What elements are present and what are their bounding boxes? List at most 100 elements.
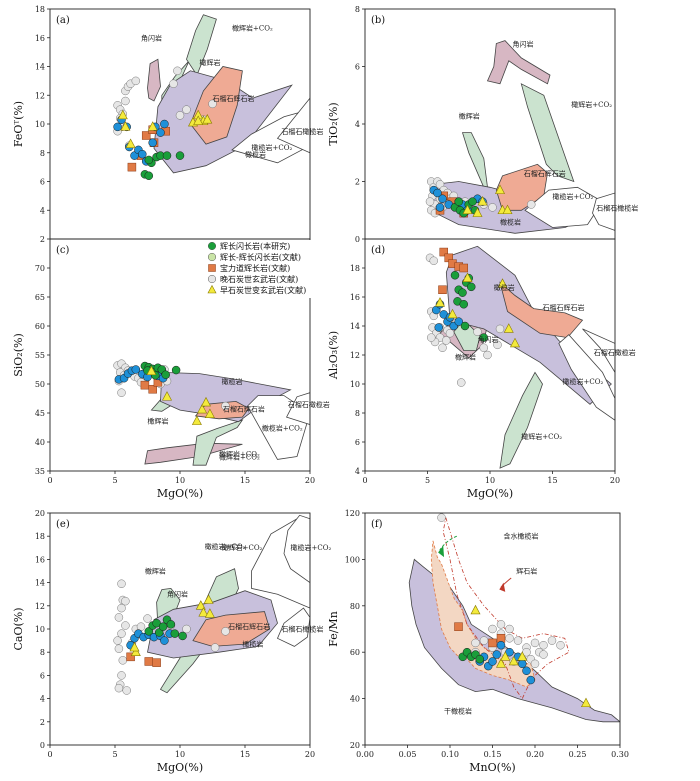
y-tick-label: 20 <box>35 509 45 518</box>
region-label: 角闪岩 <box>167 590 188 599</box>
y-tick-label: 8 <box>40 648 45 657</box>
point-zst <box>130 646 141 657</box>
x-tick-label: 0.25 <box>569 750 587 759</box>
point-lst <box>488 203 497 212</box>
point-sl <box>131 365 141 374</box>
plot-area <box>113 14 310 180</box>
panel-2: 橄辉岩+CO₂橄辉岩橄辉岩+CO₂橄榄岩石榴石辉石岩橄榄岩+CO₂石榴石橄榄岩3… <box>12 238 330 500</box>
point-lst <box>556 640 565 650</box>
point-lst <box>121 96 130 106</box>
region-3-2 <box>499 371 543 469</box>
x-tick-label: 10 <box>175 476 185 485</box>
point-lst <box>483 350 492 360</box>
point-sl <box>160 119 169 129</box>
point-zst <box>204 408 215 418</box>
x-tick-label: 0 <box>47 750 52 759</box>
y-tick-label: 4 <box>40 695 45 704</box>
point-zst <box>191 415 202 425</box>
y-tick-label: 16 <box>350 293 360 302</box>
y-tick-label: 2 <box>355 178 360 187</box>
x-axis-label: MgO(%) <box>467 487 513 500</box>
point-zst <box>125 138 136 148</box>
point-lst <box>173 66 182 76</box>
arrow-head <box>499 582 506 592</box>
y-tick-label: 60 <box>35 322 45 331</box>
point-lst <box>513 636 523 645</box>
region-label: 角闪岩 <box>513 39 534 48</box>
region-4-6 <box>283 514 310 584</box>
region-label: 橄榄岩 <box>500 218 521 227</box>
point-klzbl <box>144 171 154 180</box>
point-sl <box>435 203 445 212</box>
point-sl <box>488 657 497 666</box>
region-4-7 <box>276 607 310 647</box>
point-lst <box>539 640 548 650</box>
region-label: 石榴石橄榄岩 <box>281 127 323 136</box>
point-zst <box>500 651 511 661</box>
point-lst <box>182 624 191 634</box>
y-axis-label: Al₂O₃(%) <box>327 331 340 380</box>
point-lst <box>117 603 126 613</box>
point-zst <box>203 594 214 604</box>
y-tick-label: 16 <box>35 34 45 43</box>
point-szd <box>459 263 468 273</box>
x-tick-label: 15 <box>547 476 557 485</box>
panel-4: 角闪岩 橄辉岩 橄辉岩+CO₂ 橄榄岩 石榴石辉石岩 橄榄岩+CO₂ 橄榄岩+CO₂ 石榴石橄… <box>12 509 331 774</box>
y-tick-label: 20 <box>350 741 360 750</box>
arrow-hydrous <box>439 535 457 551</box>
point-szd <box>148 384 157 394</box>
y-tick-label: 4 <box>355 467 360 476</box>
point-zst <box>495 184 505 194</box>
point-klzbl <box>152 618 161 628</box>
point-lst <box>496 620 506 629</box>
point-lst <box>495 324 505 334</box>
region-label: 橄榄岩+CO₂ <box>563 377 604 386</box>
region-label: 石榴石橄榄岩 <box>288 400 330 409</box>
x-tick-label: 0 <box>362 476 367 485</box>
legend-label: 宝力道辉长岩(文献) <box>220 263 290 273</box>
region-3-6 <box>582 328 615 374</box>
plot-area <box>425 40 615 234</box>
point-klzbl <box>475 654 484 664</box>
point-zst <box>120 121 131 131</box>
y-tick-label: 12 <box>350 351 360 360</box>
x-tick-label: 15 <box>240 750 250 759</box>
point-klzbl <box>175 151 185 160</box>
y-tick-label: 10 <box>350 380 360 389</box>
point-szd <box>140 380 150 390</box>
plot-area <box>408 513 620 723</box>
point-lst <box>210 643 220 652</box>
y-tick-label: 100 <box>345 555 360 564</box>
y-tick-label: 4 <box>355 120 360 129</box>
point-sl <box>148 138 157 147</box>
point-sl <box>138 149 147 159</box>
point-lst <box>221 627 230 636</box>
legend: 辉长闪长岩(本研究)辉长-辉长闪长岩(文献)宝力道辉长岩(文献)晚石炭世玄武岩(… <box>206 240 346 298</box>
x-tick-label: 5 <box>112 750 117 759</box>
y-tick-label: 12 <box>35 602 45 611</box>
point-klzbl <box>162 151 172 160</box>
legend-label: 辉长闪长岩(本研究) <box>220 241 290 251</box>
panel-label: (b) <box>371 15 385 26</box>
point-lst <box>493 340 502 350</box>
point-lst <box>114 613 124 622</box>
point-lst <box>427 333 436 342</box>
x-tick-label: 10 <box>175 750 185 759</box>
x-axis-label: MgO(%) <box>157 487 203 500</box>
region-label: 橄辉岩+CO₂ <box>219 452 260 461</box>
y-tick-label: 18 <box>350 264 360 273</box>
point-lst <box>221 401 230 411</box>
y-tick-label: 10 <box>35 120 45 129</box>
point-lst <box>457 378 466 387</box>
y-axis-label: FeOᵀ(%) <box>12 101 25 147</box>
point-zst <box>204 608 215 618</box>
point-lst <box>527 200 536 209</box>
point-klzbl <box>468 197 477 206</box>
plot-area <box>113 514 310 695</box>
point-lst <box>471 638 480 648</box>
y-tick-label: 45 <box>35 409 45 418</box>
legend-label: 辉长-辉长闪长岩(文献) <box>220 252 301 262</box>
point-szd <box>141 131 151 140</box>
y-tick-label: 2 <box>40 718 45 727</box>
y-tick-label: 8 <box>355 409 360 418</box>
